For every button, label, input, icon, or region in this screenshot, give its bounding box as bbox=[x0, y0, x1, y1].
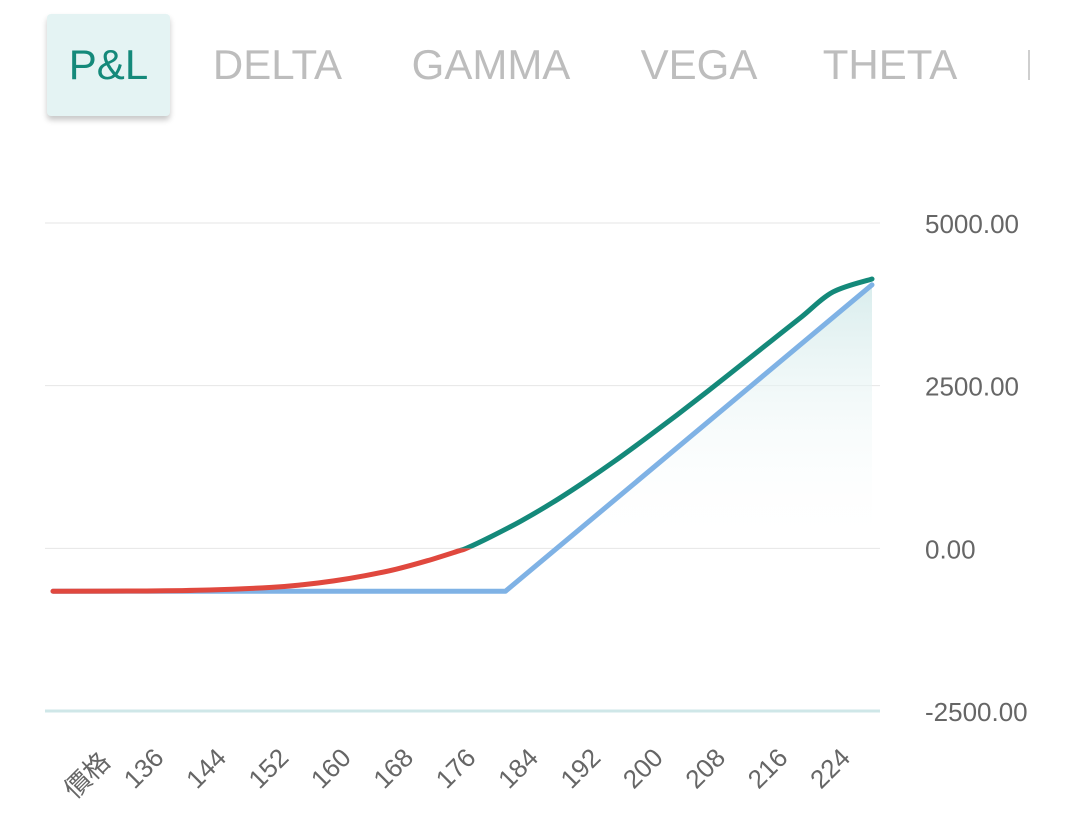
x-tick-label: 184 bbox=[492, 742, 544, 794]
tab-theta[interactable]: THETA bbox=[822, 41, 958, 88]
greek-tab-bar: P&L DELTA GAMMA VEGA THETA bbox=[0, 0, 1077, 130]
tab-delta[interactable]: DELTA bbox=[212, 41, 343, 88]
x-tick-label: 160 bbox=[305, 742, 357, 794]
x-tick-label: 168 bbox=[367, 742, 419, 794]
x-tick-label: 208 bbox=[679, 742, 731, 794]
current-pnl-line-loss bbox=[50, 548, 473, 594]
y-tick-label: -2500.00 bbox=[925, 697, 1028, 727]
x-tick-label: 192 bbox=[554, 742, 606, 794]
x-tick-label: 216 bbox=[742, 742, 794, 794]
x-tick-label: 152 bbox=[242, 742, 294, 794]
tab-vega[interactable]: VEGA bbox=[640, 41, 758, 88]
x-tick-label: 224 bbox=[804, 742, 856, 794]
y-tick-label: 5000.00 bbox=[925, 209, 1019, 239]
x-tick-label: 144 bbox=[180, 742, 232, 794]
series-layer bbox=[50, 276, 875, 594]
tab-overflow-indicator bbox=[1028, 50, 1030, 80]
x-axis-title: 價格 bbox=[58, 746, 116, 804]
y-tick-label: 2500.00 bbox=[925, 372, 1019, 402]
x-tick-label: 136 bbox=[118, 742, 170, 794]
x-tick-label: 176 bbox=[430, 742, 482, 794]
y-tick-label: 0.00 bbox=[925, 534, 976, 564]
tab-gamma[interactable]: GAMMA bbox=[411, 41, 571, 88]
x-tick-label: 200 bbox=[617, 742, 669, 794]
tab-pnl[interactable]: P&L bbox=[47, 14, 170, 116]
y-axis-labels: 5000.00 2500.00 0.00 -2500.00 bbox=[925, 209, 1028, 727]
x-axis-labels: 價格 136 144 152 160 168 176 184 192 200 208 216 224 bbox=[58, 742, 856, 804]
current-pnl-line-profit bbox=[458, 276, 875, 549]
